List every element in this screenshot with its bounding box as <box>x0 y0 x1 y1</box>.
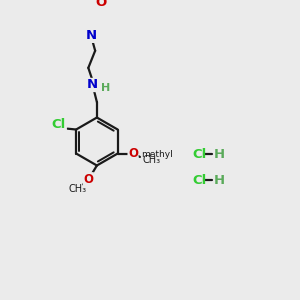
Text: N: N <box>87 79 98 92</box>
Text: CH₃: CH₃ <box>69 184 87 194</box>
Text: methyl: methyl <box>141 150 172 159</box>
Text: O: O <box>95 0 107 9</box>
Text: O: O <box>83 173 93 186</box>
Text: H: H <box>213 174 224 187</box>
Text: Cl: Cl <box>52 118 66 131</box>
Text: Cl: Cl <box>193 174 207 187</box>
Text: H: H <box>101 83 110 93</box>
Text: Cl: Cl <box>193 148 207 161</box>
Text: O: O <box>128 147 138 160</box>
Text: N: N <box>85 29 97 42</box>
Text: CH₃: CH₃ <box>142 154 160 164</box>
Text: H: H <box>213 148 224 161</box>
